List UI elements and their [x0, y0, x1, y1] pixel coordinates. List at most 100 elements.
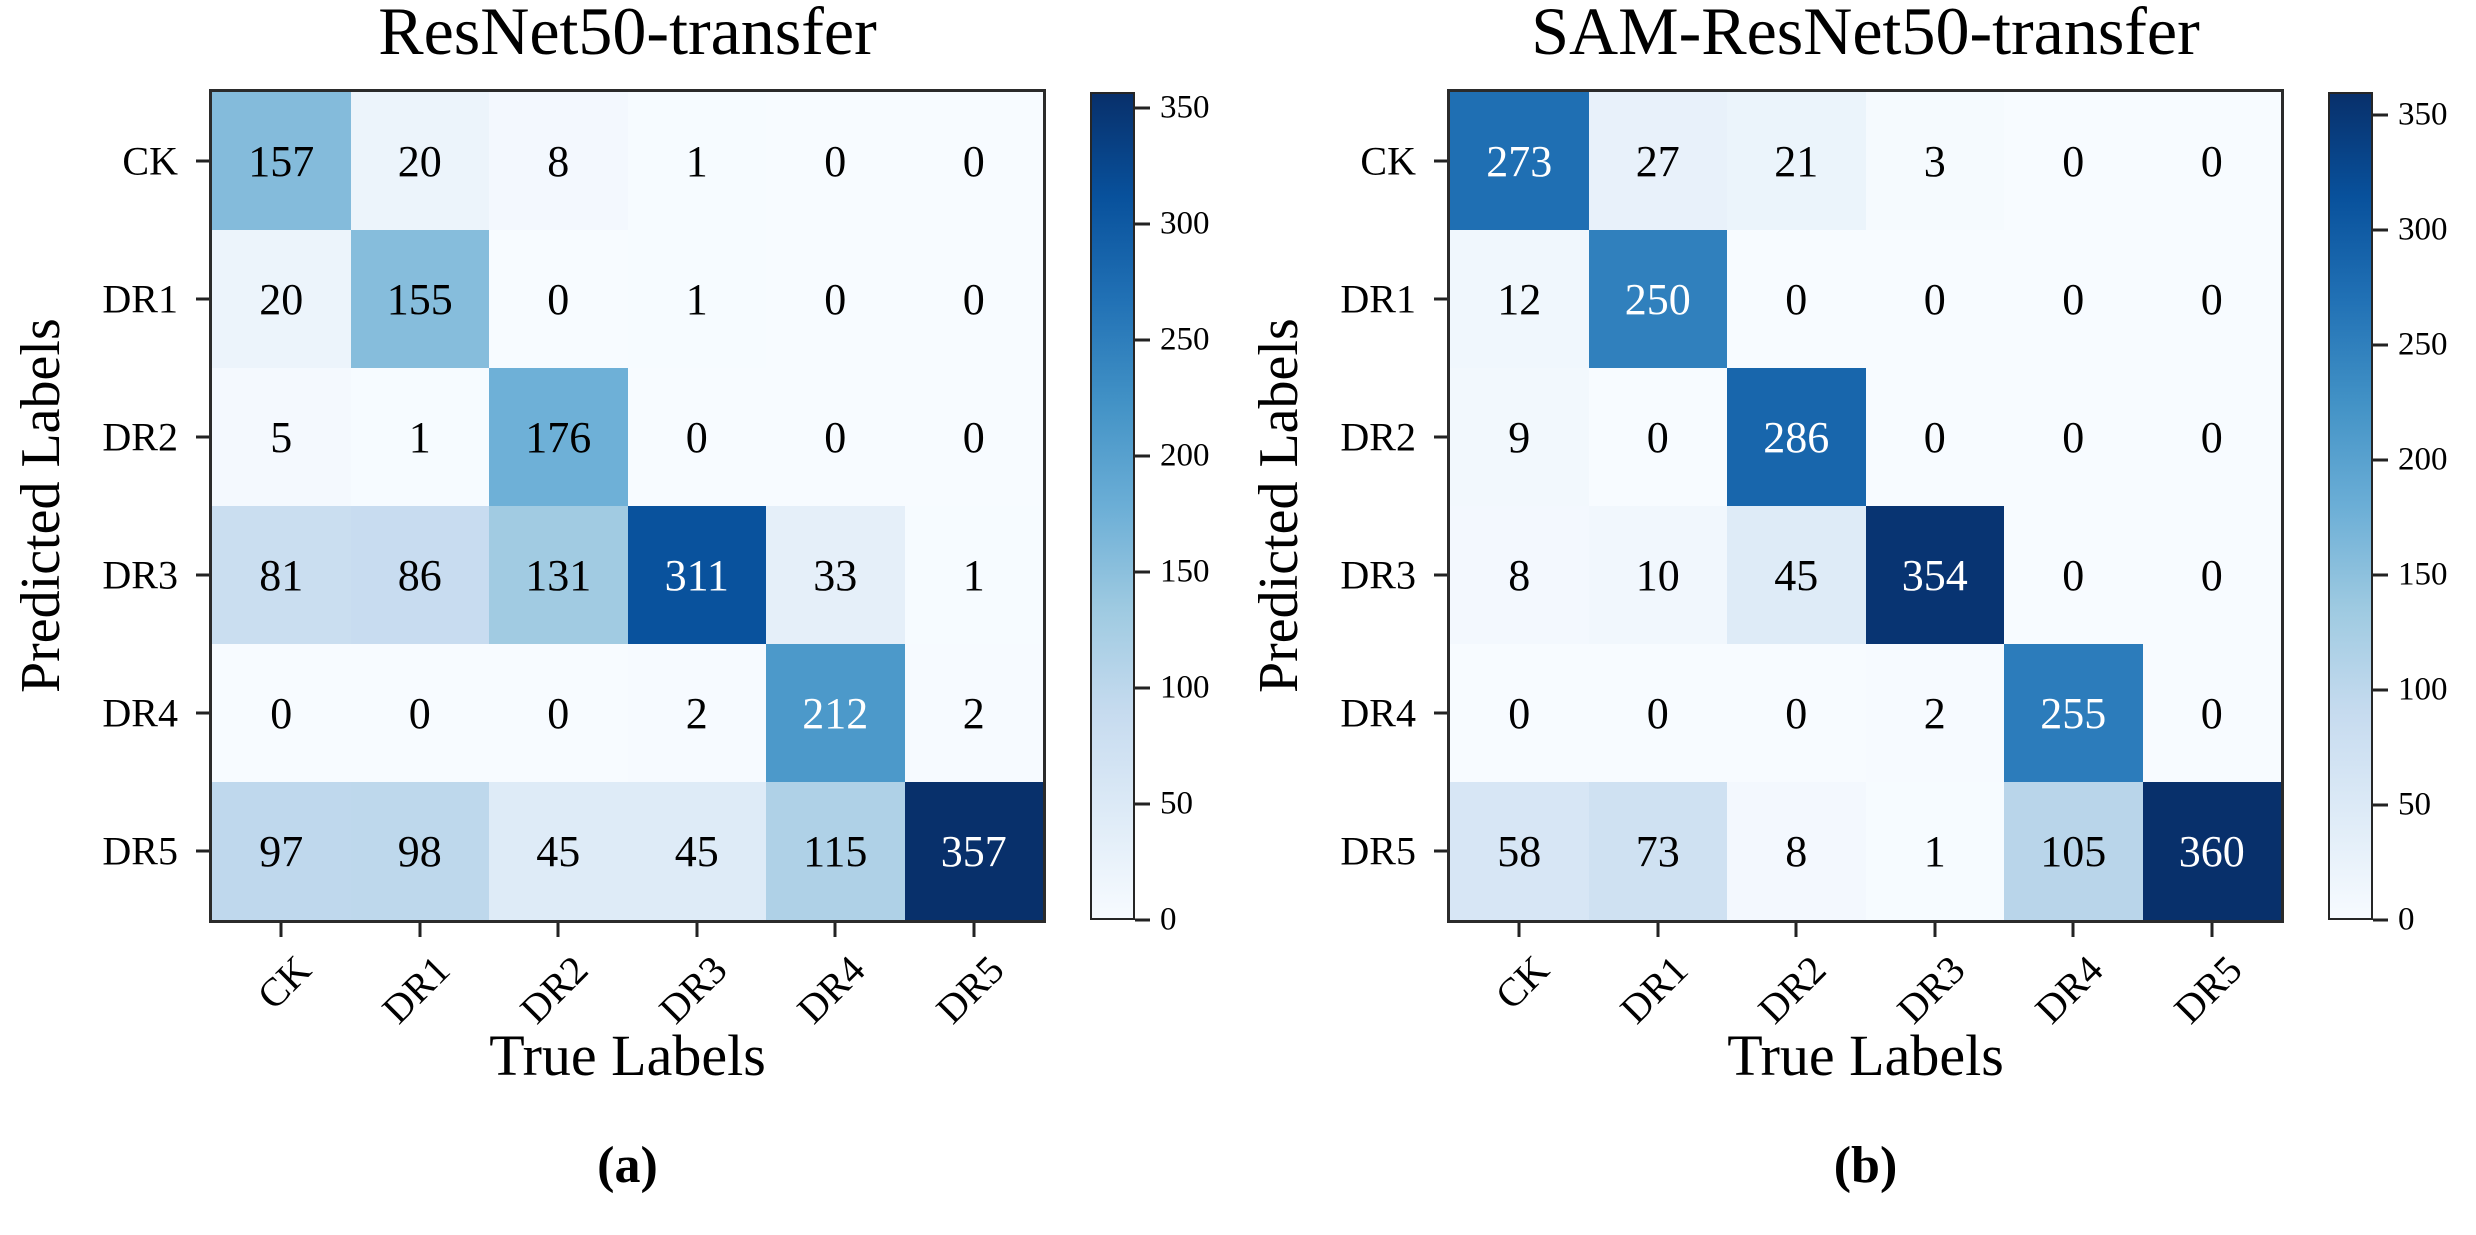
heatmap-cell: 33	[766, 506, 905, 644]
col-tick-label: CK	[1486, 946, 1558, 1018]
panel-a: ResNet50-transfer Predicted Labels CK DR1…	[0, 0, 1210, 1194]
heatmap-cell: 0	[2004, 506, 2143, 644]
colorbar-tick	[1135, 802, 1150, 806]
col-tick	[2071, 923, 2075, 937]
heatmap-cell: 20	[350, 92, 489, 230]
col-tick	[1656, 923, 1660, 937]
heatmap-grid: 157 20 8 1 0 0 20 155 0 1 0 0 5 1 176 0 0 0 81 86 131 311 33 1 0…	[209, 89, 1046, 923]
heatmap-cell: 0	[1450, 644, 1589, 782]
subfigure-caption: (b)	[1833, 1137, 1898, 1194]
heatmap-cell: 273	[1450, 92, 1589, 230]
colorbar-tick-label: 300	[1160, 205, 1210, 242]
row-tick	[1434, 711, 1448, 715]
colorbar-tick-label: 50	[1160, 785, 1193, 822]
colorbar-tick-label: 50	[2398, 786, 2431, 823]
col-tick-label: DR1	[1611, 946, 1697, 1032]
heatmap-cell: 250	[1588, 230, 1727, 368]
colorbar-tick	[1135, 686, 1150, 690]
row-tick	[196, 297, 210, 301]
heatmap-cell: 155	[350, 230, 489, 368]
heatmap-cell: 255	[2004, 644, 2143, 782]
heatmap-cell: 12	[1450, 230, 1589, 368]
heatmap-cell: 105	[2004, 782, 2143, 920]
colorbar-tick	[1135, 570, 1150, 574]
col-tick	[1517, 923, 1521, 937]
colorbar-tick	[2373, 918, 2388, 922]
col-tick	[418, 923, 422, 937]
heatmap-cell: 1	[350, 368, 489, 506]
col-tick	[2210, 923, 2214, 937]
col-tick	[279, 923, 283, 937]
heatmap-cell: 0	[904, 230, 1043, 368]
heatmap-cell: 45	[1727, 506, 1866, 644]
row-tick	[1434, 159, 1448, 163]
heatmap-cell: 5	[212, 368, 351, 506]
heatmap-cell: 0	[489, 230, 628, 368]
heatmap-cell: 0	[2142, 506, 2281, 644]
heatmap-cell: 58	[1450, 782, 1589, 920]
heatmap-cell: 0	[766, 230, 905, 368]
row-tick	[1434, 849, 1448, 853]
col-tick-labels: CK DR1 DR2 DR3 DR4 DR5	[212, 920, 1043, 1050]
heatmap-cell: 10	[1588, 506, 1727, 644]
col-tick-label: DR3	[1888, 946, 1974, 1032]
heatmap-cell: 2	[627, 644, 766, 782]
colorbar-tick	[1135, 918, 1150, 922]
colorbar-tick	[2373, 688, 2388, 692]
heatmap-cell: 1	[627, 230, 766, 368]
subfigure-caption: (a)	[597, 1137, 658, 1194]
heatmap-cell: 0	[2004, 230, 2143, 368]
row-tick-label: DR2	[102, 414, 178, 460]
row-tick-label: DR3	[1340, 552, 1416, 598]
heatmap-cell: 3	[1865, 92, 2004, 230]
heatmap-cell: 1	[627, 92, 766, 230]
heatmap-cell: 360	[2142, 782, 2281, 920]
heatmap-cell: 8	[489, 92, 628, 230]
colorbar-tick-label: 350	[1160, 89, 1210, 126]
colorbar-tick-label: 0	[2398, 901, 2415, 938]
heatmap-cell: 0	[2142, 368, 2281, 506]
heatmap-cell: 0	[904, 368, 1043, 506]
heatmap-cell: 45	[489, 782, 628, 920]
heatmap-cell: 0	[1865, 368, 2004, 506]
colorbar: 0 50 100 150 200 250 300 350	[1090, 91, 1210, 936]
heatmap-cell: 81	[212, 506, 351, 644]
row-tick-label: DR2	[1340, 414, 1416, 460]
heatmap-cell: 0	[212, 644, 351, 782]
heatmap-grid: 273 27 21 3 0 0 12 250 0 0 0 0 9 0 286 0 0 0 8 10 45 354 0 0 0 0 0…	[1447, 89, 2284, 923]
col-tick-label: DR4	[788, 946, 874, 1032]
heatmap-cell: 9	[1450, 368, 1589, 506]
row-tick	[1434, 297, 1448, 301]
colorbar-tick-label: 250	[2398, 326, 2448, 363]
heatmap-cell: 0	[627, 368, 766, 506]
col-tick	[972, 923, 976, 937]
row-tick	[196, 849, 210, 853]
heatmap-cell: 98	[350, 782, 489, 920]
heatmap-cell: 73	[1588, 782, 1727, 920]
colorbar-gradient	[1090, 92, 1135, 920]
row-tick	[196, 711, 210, 715]
row-tick-label: DR5	[1340, 828, 1416, 874]
heatmap-cell: 0	[2004, 92, 2143, 230]
heatmap-cell: 286	[1727, 368, 1866, 506]
colorbar-tick-label: 0	[1160, 901, 1177, 938]
row-tick-labels: CK DR1 DR2 DR3 DR4 DR5	[0, 92, 212, 920]
colorbar-tick-label: 100	[2398, 671, 2448, 708]
row-tick-label: DR1	[1340, 276, 1416, 322]
colorbar-gradient	[2328, 92, 2373, 920]
colorbar-tick-label: 100	[1160, 669, 1210, 706]
col-tick	[833, 923, 837, 937]
row-tick-label: DR3	[102, 552, 178, 598]
row-tick	[1434, 573, 1448, 577]
heatmap-cell: 0	[2142, 92, 2281, 230]
colorbar-tick-label: 150	[2398, 556, 2448, 593]
heatmap-cell: 0	[1865, 230, 2004, 368]
colorbar-tick	[1135, 106, 1150, 110]
colorbar-tick	[2373, 458, 2388, 462]
row-tick-label: DR4	[1340, 690, 1416, 736]
heatmap-cell: 0	[489, 644, 628, 782]
colorbar-tick-label: 200	[1160, 437, 1210, 474]
row-tick	[196, 573, 210, 577]
heatmap-cell: 0	[1727, 230, 1866, 368]
row-tick-label: DR4	[102, 690, 178, 736]
